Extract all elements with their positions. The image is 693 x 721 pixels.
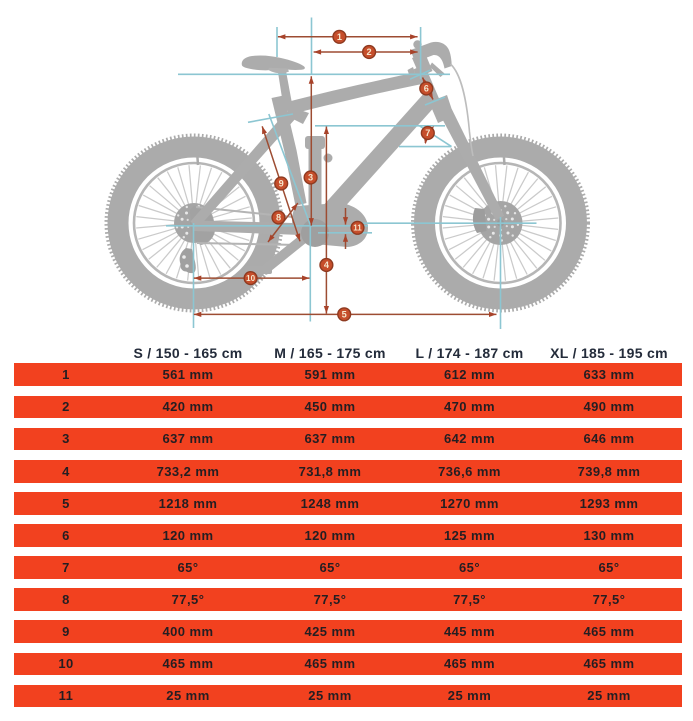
svg-text:4: 4	[324, 260, 330, 270]
svg-text:2: 2	[367, 47, 372, 57]
svg-text:3: 3	[308, 173, 313, 183]
svg-text:8: 8	[276, 213, 281, 223]
svg-text:6: 6	[424, 84, 429, 94]
svg-text:5: 5	[342, 309, 347, 319]
svg-text:11: 11	[353, 224, 362, 233]
svg-text:9: 9	[279, 179, 284, 189]
svg-text:10: 10	[246, 274, 255, 283]
svg-text:1: 1	[337, 32, 342, 42]
svg-text:7: 7	[425, 128, 430, 138]
